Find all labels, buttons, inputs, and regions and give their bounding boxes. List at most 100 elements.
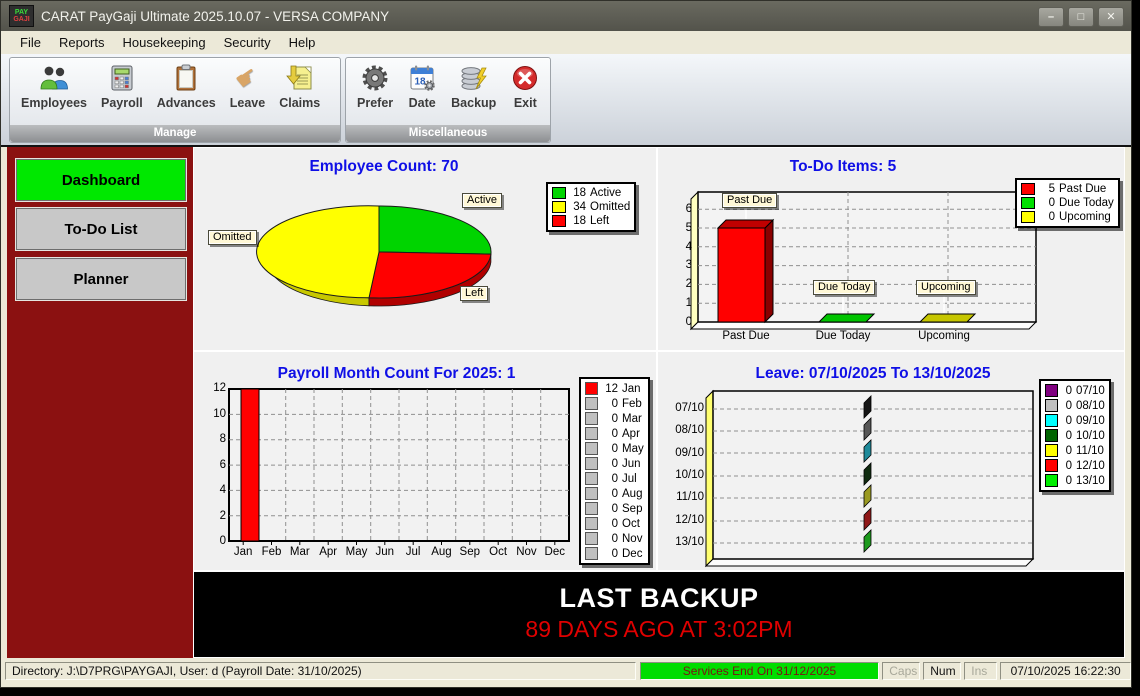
svg-text:18: 18	[415, 77, 427, 88]
leave-legend: 0 07/10 0 08/10 0 09/10 0 10/10	[1039, 379, 1111, 492]
payroll-legend: 12 Jan 0 Feb 0 Mar 0 Apr	[579, 377, 650, 565]
legend-swatch	[585, 412, 598, 425]
leave-bar-chart	[704, 389, 1035, 568]
legend-row: 0 Feb	[585, 396, 644, 411]
menu-item[interactable]: Housekeeping	[122, 35, 206, 50]
status-num-indicator: Num	[923, 662, 962, 680]
legend-row: 5 Past Due	[1021, 182, 1114, 196]
legend-row: 0 08/10	[1045, 398, 1105, 413]
legend-row: 0 Sep	[585, 501, 644, 516]
leave-button[interactable]: ☛ Leave	[229, 59, 266, 110]
todo-bar-due-today	[817, 313, 876, 323]
todo-callout-due-today: Due Today	[813, 280, 876, 295]
pie-slice-active	[378, 205, 492, 255]
todo-callout-past-due: Past Due	[722, 193, 778, 208]
legend-row: 0 Upcoming	[1021, 210, 1114, 224]
minimize-button[interactable]: –	[1038, 7, 1064, 27]
legend-row: 18 Active	[552, 186, 630, 200]
legend-row: 0 Mar	[585, 411, 644, 426]
legend-swatch	[585, 397, 598, 410]
exit-button[interactable]: Exit	[503, 62, 547, 111]
group-label-miscellaneous: Miscellaneous	[346, 125, 550, 142]
legend-swatch	[1045, 384, 1058, 397]
legend-row: 0 11/10	[1045, 443, 1105, 458]
legend-swatch	[1045, 474, 1058, 487]
sidebar-item-planner[interactable]: Planner	[15, 257, 187, 301]
leave-title: Leave: 07/10/2025 To 13/10/2025	[755, 365, 991, 382]
menu-item[interactable]: Security	[223, 35, 271, 50]
employee-pie-legend: 18 Active 34 Omitted 18 Left	[546, 182, 637, 232]
leave-marker-1210	[863, 507, 872, 531]
legend-swatch	[585, 502, 598, 515]
leave-marker-0810	[863, 417, 872, 441]
leave-marker-0910	[863, 439, 872, 463]
status-datetime: 07/10/2025 16:22:30	[1000, 662, 1131, 680]
todo-items-title: To-Do Items: 5	[789, 158, 897, 175]
leave-marker-1010	[863, 462, 872, 486]
status-caps-indicator: Caps	[882, 662, 921, 680]
employee-count-panel: Employee Count: 70 Active Omitted Left 1…	[194, 148, 656, 350]
legend-row: 34 Omitted	[552, 200, 630, 214]
legend-swatch	[585, 382, 598, 395]
payroll-bar-jan	[240, 388, 260, 542]
backup-banner-title: LAST BACKUP	[559, 583, 759, 613]
todo-bar-past-due	[717, 227, 766, 323]
legend-swatch	[1021, 183, 1035, 195]
payroll-bar-chart	[228, 388, 570, 545]
legend-swatch	[1045, 399, 1058, 412]
claims-button[interactable]: Claims	[272, 62, 327, 111]
menu-item[interactable]: File	[20, 35, 41, 50]
dashboard-main: Employee Count: 70 Active Omitted Left 1…	[193, 147, 1125, 658]
legend-row: 0 Oct	[585, 516, 644, 531]
date-icon: 18	[407, 63, 437, 93]
legend-swatch	[1045, 459, 1058, 472]
legend-row: 0 Dec	[585, 546, 644, 561]
claims-icon	[285, 63, 315, 93]
legend-swatch	[585, 487, 598, 500]
todo-bar-chart	[689, 190, 1038, 331]
legend-swatch	[1021, 211, 1035, 223]
legend-row: 0 12/10	[1045, 458, 1105, 473]
legend-swatch	[552, 215, 566, 227]
sidebar-item-dashboard[interactable]: Dashboard	[15, 158, 187, 202]
legend-row: 0 09/10	[1045, 413, 1105, 428]
status-services-badge: Services End On 31/12/2025	[639, 662, 880, 680]
pie-callout-active: Active	[462, 193, 502, 208]
backup-button[interactable]: Backup	[444, 62, 503, 111]
backup-banner-subtitle: 89 DAYS AGO AT 3:02PM	[525, 616, 793, 642]
legend-row: 0 Jul	[585, 471, 644, 486]
prefer-button[interactable]: Prefer	[350, 62, 400, 111]
leave-marker-1310	[863, 529, 872, 553]
sidebar: Dashboard To-Do List Planner	[7, 147, 193, 658]
legend-row: 0 May	[585, 441, 644, 456]
menu-bar: File Reports Housekeeping Security Help	[1, 31, 1131, 54]
app-icon: PAY GAJI	[9, 5, 34, 27]
maximize-button[interactable]: □	[1068, 7, 1094, 27]
status-directory: Directory: J:\D7PRG\PAYGAJI, User: d (Pa…	[5, 662, 636, 680]
sidebar-item-todo-list[interactable]: To-Do List	[15, 207, 187, 251]
legend-row: 0 10/10	[1045, 428, 1105, 443]
employee-count-title: Employee Count: 70	[309, 158, 459, 175]
pie-callout-left: Left	[460, 286, 489, 301]
backup-icon	[459, 63, 489, 93]
todo-x-label: Upcoming	[918, 330, 970, 342]
legend-row: 0 07/10	[1045, 383, 1105, 398]
legend-swatch	[585, 457, 598, 470]
date-button[interactable]: 18 Date	[400, 62, 444, 111]
menu-item[interactable]: Help	[288, 35, 316, 50]
close-button[interactable]: ✕	[1098, 7, 1124, 27]
employees-button[interactable]: Employees	[14, 62, 94, 111]
legend-row: 12 Jan	[585, 381, 644, 396]
payroll-icon	[107, 63, 137, 93]
last-backup-banner: LAST BACKUP 89 DAYS AGO AT 3:02PM	[194, 572, 1124, 657]
payroll-month-panel: Payroll Month Count For 2025: 1	[194, 352, 656, 570]
menu-item[interactable]: Reports	[58, 35, 105, 50]
leave-y-axis: 07/10 08/10 09/10 10/10 11/10 12/10 13/10	[675, 402, 704, 548]
payroll-button[interactable]: Payroll	[94, 62, 150, 111]
legend-swatch	[585, 442, 598, 455]
todo-x-label: Due Today	[815, 330, 871, 342]
advances-button[interactable]: Advances	[150, 62, 223, 111]
todo-callout-upcoming: Upcoming	[916, 280, 976, 295]
employee-pie-chart	[256, 205, 492, 307]
payroll-x-axis: Jan Feb Mar Apr May Jun Jul Aug Sep Oct Nov Dec	[233, 546, 565, 558]
